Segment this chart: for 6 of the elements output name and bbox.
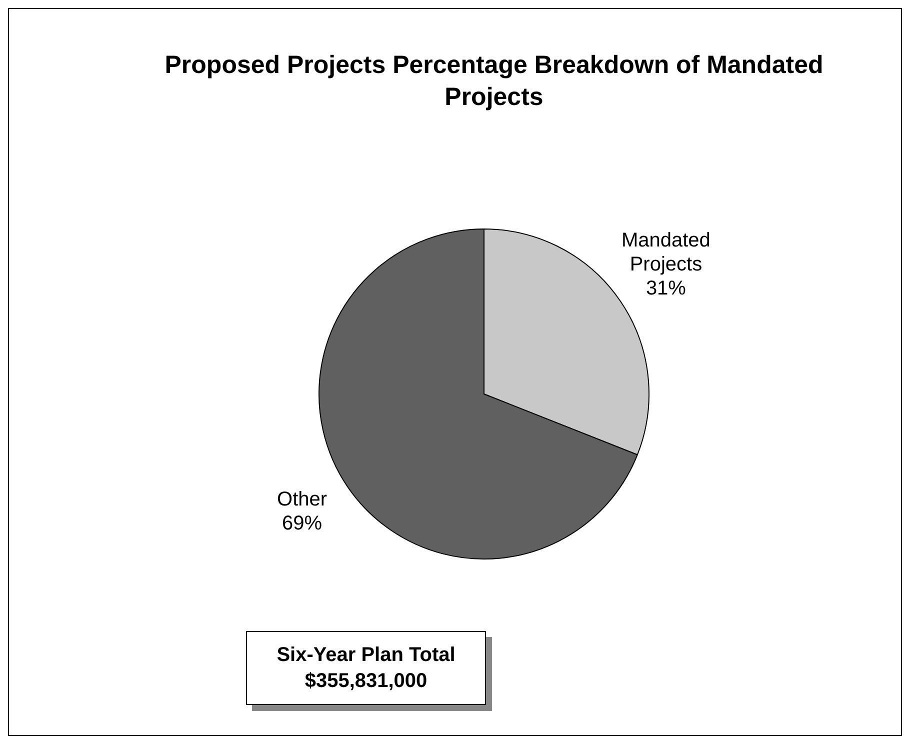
text: Six-Year Plan Total $355,831,000 <box>246 631 486 705</box>
data-label: 69% <box>282 512 322 535</box>
chart-title: Proposed Projects Percentage Breakdown of Mandated Projects <box>164 50 824 113</box>
slice-label: Other <box>277 488 328 511</box>
data-label: 31% <box>646 277 686 300</box>
slice-label: Mandated Projects <box>621 229 710 276</box>
